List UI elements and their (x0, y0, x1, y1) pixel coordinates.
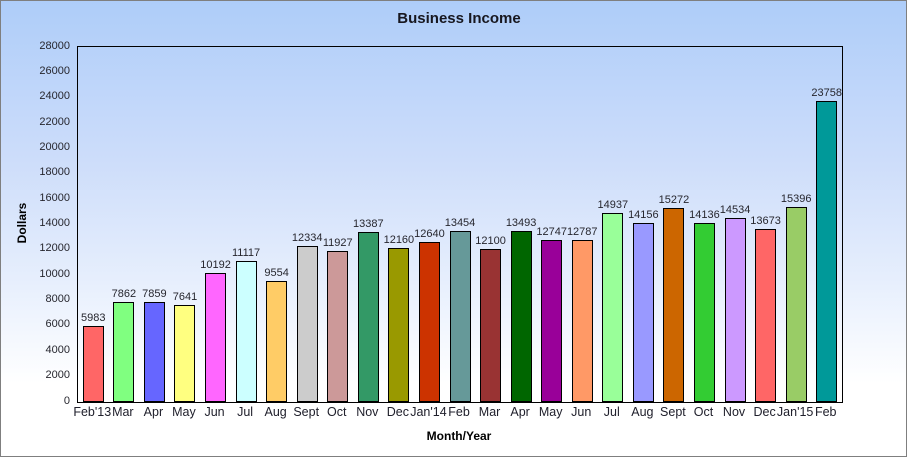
x-tick-label: Sept (293, 405, 320, 419)
chart-title: Business Income (397, 10, 521, 27)
bar-value-label: 5983 (81, 312, 106, 325)
bar-may-15 (541, 240, 563, 402)
x-tick-label: Nov (356, 405, 379, 419)
x-tick-label: Feb'13 (73, 405, 112, 419)
bar-oct-8 (327, 250, 349, 402)
bar-value-label: 7859 (142, 288, 167, 301)
bar-value-label: 12160 (383, 233, 415, 246)
bar-value-label: 13673 (750, 214, 781, 227)
y-tick-label: 22000 (39, 115, 70, 128)
bar-apr-2 (143, 302, 165, 402)
bar-feb13-0 (82, 326, 104, 402)
x-tick-label: Mar (112, 405, 134, 419)
bar-value-label: 10192 (200, 258, 231, 271)
x-tick-label: Feb (448, 405, 470, 419)
bar-jan15-23 (785, 206, 807, 402)
x-tick-label: Feb (814, 405, 837, 419)
bar-jan14-11 (418, 241, 440, 402)
y-tick-label: 12000 (39, 242, 70, 255)
bar-value-label: 13493 (505, 216, 537, 229)
x-tick-label: Apr (143, 405, 164, 419)
plot-area: 5983 7862 7859 7641 10192 11117 9554 12334 11927… (77, 46, 843, 403)
bar-aug-18 (632, 222, 654, 402)
bar-nov-21 (724, 217, 746, 402)
y-tick-label: 18000 (39, 166, 70, 179)
y-tick-label: 16000 (39, 191, 70, 204)
bar-dec-10 (388, 247, 410, 402)
bar-value-label: 15272 (658, 194, 690, 207)
bar-jul-5 (235, 261, 257, 402)
y-tick-label: 28000 (39, 39, 70, 52)
bar-sept-7 (296, 245, 318, 402)
bar-jul-17 (602, 212, 624, 402)
bar-feb-12 (449, 231, 471, 402)
bar-mar-1 (113, 302, 135, 402)
bar-value-label: 12787 (566, 225, 598, 238)
bar-value-label: 12747 (536, 226, 567, 239)
bar-value-label: 11117 (232, 247, 261, 260)
bar-value-label: 14937 (597, 198, 629, 211)
bar-sept-19 (663, 208, 685, 402)
x-tick-label: Sept (660, 405, 686, 419)
x-tick-label: Jan'15 (776, 405, 814, 419)
bar-value-label: 15396 (780, 192, 812, 205)
bar-jun-16 (571, 239, 593, 402)
bar-nov-9 (357, 232, 379, 402)
x-tick-label: May (538, 405, 563, 419)
y-tick-label: 0 (63, 394, 70, 407)
bar-aug-6 (266, 280, 288, 402)
bar-oct-20 (693, 222, 715, 402)
bar-dec-22 (755, 228, 777, 402)
bar-mar-13 (480, 248, 502, 402)
y-tick-label: 24000 (39, 90, 70, 103)
y-tick-label: 4000 (45, 343, 70, 356)
y-tick-label: 14000 (39, 217, 70, 229)
bar-value-label: 13387 (353, 218, 384, 231)
bar-value-label: 14534 (719, 203, 751, 216)
x-tick-label: Mar (478, 405, 501, 419)
x-tick-label: Dec (386, 405, 409, 419)
x-tick-label: Jan'14 (410, 405, 447, 419)
y-tick-label: 26000 (39, 64, 70, 77)
bar-value-label: 23758 (811, 86, 843, 99)
bar-feb-24 (816, 100, 838, 402)
bar-value-label: 7862 (111, 288, 137, 301)
bar-may-3 (174, 305, 196, 402)
bar-value-label: 9554 (264, 266, 289, 279)
bar-value-label: 14136 (689, 208, 720, 221)
x-tick-label: Jul (603, 405, 620, 419)
bar-value-label: 12334 (291, 231, 323, 244)
x-tick-label: Dec (753, 405, 776, 419)
bar-value-label: 7641 (172, 291, 198, 304)
x-tick-label: Jun (571, 405, 592, 419)
y-tick-label: 2000 (45, 369, 70, 382)
x-tick-label: Jul (237, 405, 254, 419)
x-tick-label: Apr (510, 405, 530, 419)
y-tick-label: 20000 (39, 140, 70, 153)
y-tick-label: 8000 (45, 293, 70, 306)
x-tick-label: Aug (631, 405, 654, 419)
bar-value-label: 12640 (414, 227, 445, 240)
x-tick-label: May (172, 405, 196, 419)
bar-value-label: 11927 (322, 236, 353, 249)
y-tick-label: 10000 (39, 267, 70, 280)
x-tick-label: Aug (264, 405, 287, 419)
bar-apr-14 (510, 230, 532, 402)
x-tick-label: Nov (722, 405, 746, 419)
bar-value-label: 13454 (444, 217, 476, 230)
bar-value-label: 12100 (475, 234, 506, 247)
x-tick-label: Jun (204, 405, 225, 419)
x-axis-label: Month/Year (426, 429, 492, 443)
y-tick-label: 6000 (45, 318, 70, 331)
x-tick-label: Oct (693, 405, 714, 419)
bar-jun-4 (205, 272, 227, 402)
bar-value-label: 14156 (628, 208, 659, 221)
x-tick-label: Oct (327, 405, 347, 419)
